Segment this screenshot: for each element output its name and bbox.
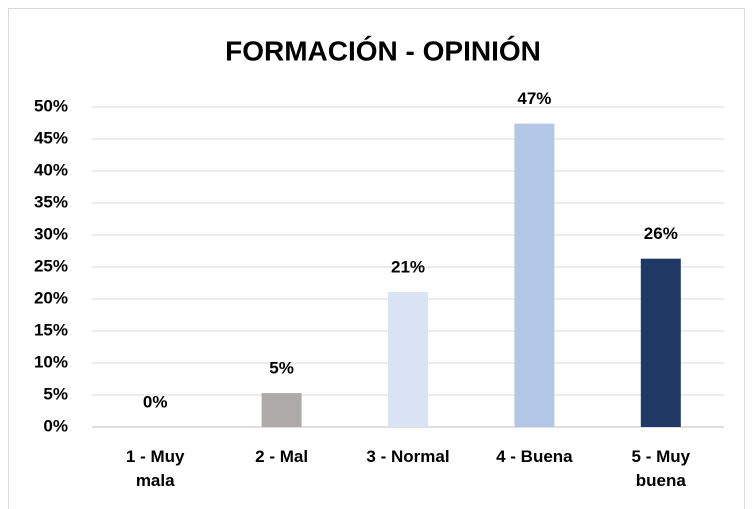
data-label: 47% xyxy=(517,89,551,108)
x-tick-label: 3 - Normal xyxy=(366,447,450,466)
y-tick-label: 35% xyxy=(34,192,68,211)
y-tick-label: 0% xyxy=(43,416,68,435)
data-label: 21% xyxy=(391,257,425,276)
y-tick-label: 5% xyxy=(43,384,68,403)
bar xyxy=(261,393,302,427)
y-tick-label: 10% xyxy=(34,352,68,371)
bar xyxy=(388,291,428,427)
y-tick-label: 50% xyxy=(34,96,68,115)
data-label: 0% xyxy=(143,392,168,411)
x-tick-label: 5 - Muy buena xyxy=(631,447,691,490)
bar xyxy=(514,123,555,427)
y-tick-label: 40% xyxy=(34,160,68,179)
x-tick-label: 4 - Buena xyxy=(496,447,573,466)
chart-frame xyxy=(8,8,745,509)
y-tick-label: 30% xyxy=(34,224,68,243)
x-tick-label: 2 - Mal xyxy=(255,447,309,466)
x-tick-label: 1 - Muy mala xyxy=(125,447,185,490)
data-label: 26% xyxy=(644,224,678,243)
y-tick-label: 15% xyxy=(34,320,68,339)
bar xyxy=(640,258,681,427)
y-tick-label: 45% xyxy=(34,128,68,147)
y-tick-label: 25% xyxy=(34,256,68,275)
y-tick-label: 20% xyxy=(34,288,68,307)
chart-title: FORMACIÓN - OPINIÓN xyxy=(225,35,541,66)
data-label: 5% xyxy=(269,359,294,378)
